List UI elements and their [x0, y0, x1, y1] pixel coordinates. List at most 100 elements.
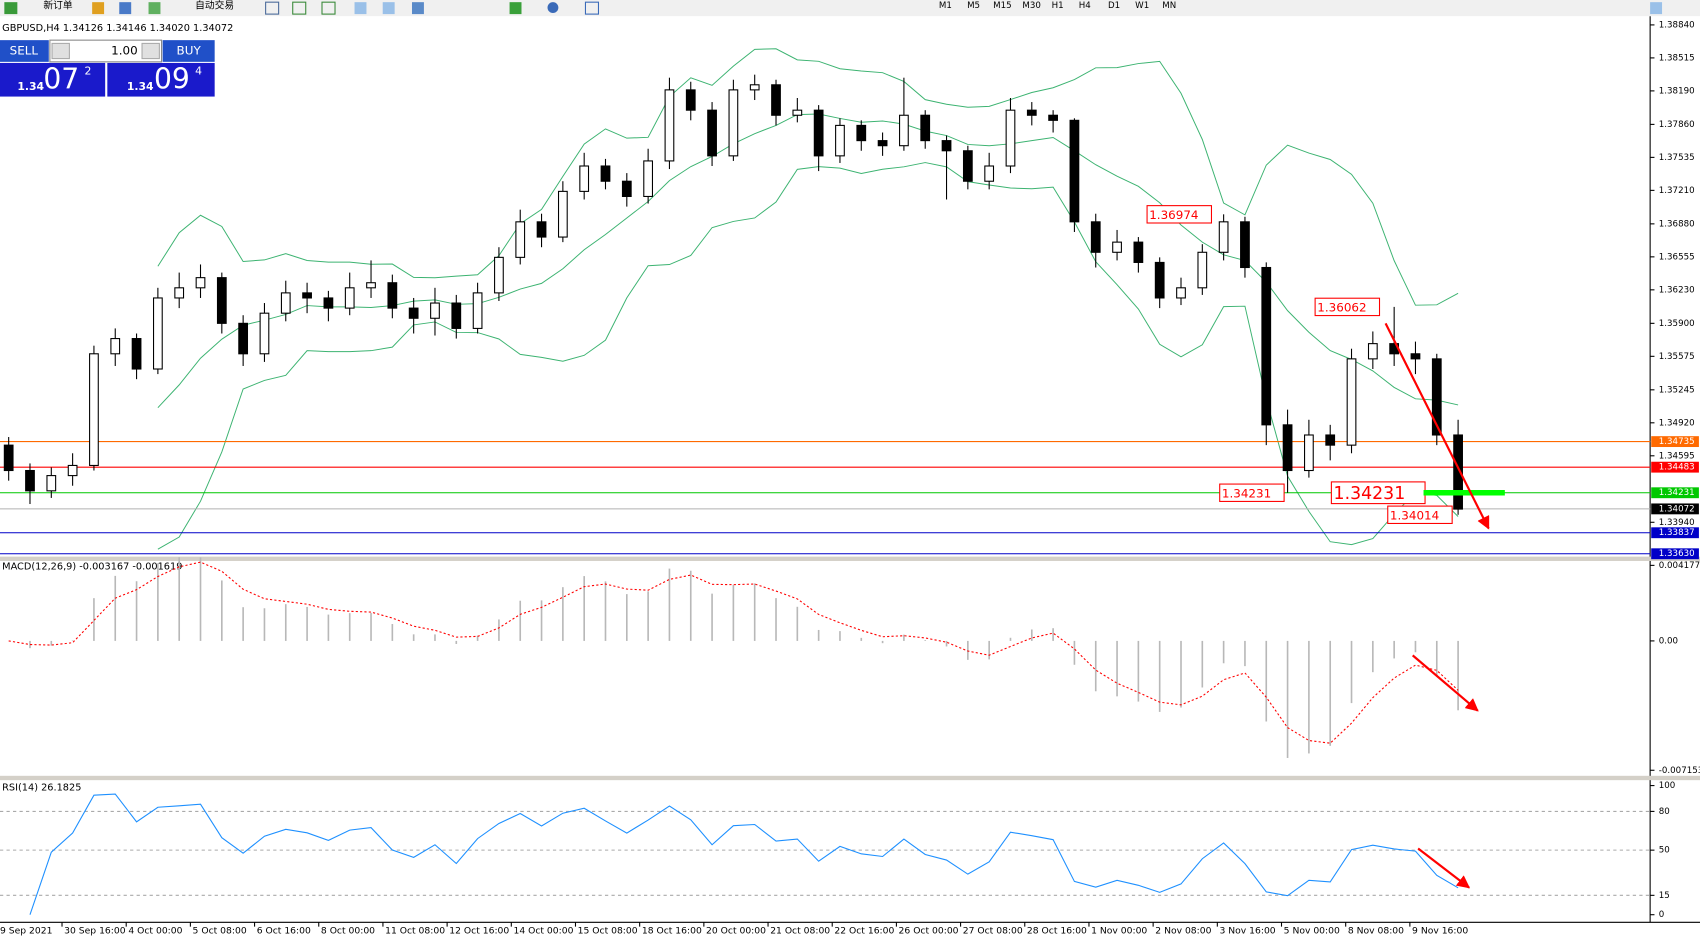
x-tick-label: 28 Oct 16:00	[1027, 925, 1087, 936]
sell-label[interactable]: SELL	[10, 43, 39, 57]
price-level-label: 1.34231	[1659, 488, 1695, 498]
candle-body	[1261, 266, 1272, 426]
auto-trading[interactable]: 自动交易	[195, 0, 234, 11]
x-tick-label: 26 Oct 00:00	[899, 925, 959, 936]
candle-body	[835, 124, 845, 157]
rsi-title: RSI(14) 26.1825	[2, 783, 81, 794]
x-tick-label: 8 Oct 00:00	[321, 925, 375, 936]
candle-body	[1453, 434, 1463, 510]
y-tick-label: 1.33940	[1659, 518, 1695, 528]
y-tick-label: 50	[1659, 846, 1670, 856]
buy-button[interactable]	[162, 40, 215, 62]
toolbar-icon[interactable]	[119, 2, 132, 15]
price-level-label: 1.33837	[1659, 528, 1695, 538]
y-tick-label: 1.37535	[1659, 153, 1695, 163]
toolbar-icon[interactable]	[4, 2, 18, 15]
bid-box[interactable]	[0, 62, 106, 97]
timeframe-button[interactable]: M15	[993, 1, 1011, 11]
x-tick-label: 21 Oct 08:00	[770, 925, 830, 936]
timeframe-button[interactable]: M30	[1022, 1, 1040, 11]
ask-pips[interactable]: 09	[154, 62, 190, 95]
y-tick-label: 0.00	[1659, 636, 1678, 646]
toolbar-icon[interactable]	[547, 2, 559, 14]
y-tick-label: 0.004177	[1659, 561, 1700, 571]
price-level-label: 1.33630	[1659, 549, 1695, 559]
timeframe-button[interactable]: W1	[1135, 1, 1149, 11]
toolbar-icon[interactable]	[411, 2, 424, 15]
candle-body	[1069, 119, 1080, 223]
x-tick-label: 20 Oct 00:00	[706, 925, 766, 936]
candle-body	[89, 353, 99, 466]
candle-body	[259, 312, 270, 355]
candle-body	[1026, 109, 1037, 116]
candle-body	[174, 287, 185, 299]
new-order[interactable]: 新订单	[43, 0, 72, 11]
bid-big[interactable]: 1.34	[17, 80, 44, 93]
x-tick-label: 8 Nov 08:00	[1348, 925, 1404, 936]
candle-body	[1090, 221, 1101, 253]
toolbar-icon[interactable]	[584, 1, 600, 15]
timeframe-button[interactable]: MN	[1162, 1, 1176, 11]
x-tick-label: 6 Oct 16:00	[257, 925, 311, 936]
timeframe-button[interactable]: M5	[967, 1, 980, 11]
x-tick-label: 9 Sep 2021	[0, 925, 52, 936]
candle-body	[579, 165, 590, 192]
candle-body	[515, 221, 526, 258]
toolbar-icon[interactable]	[265, 1, 280, 15]
sell-button[interactable]	[0, 40, 49, 62]
candle-body	[1197, 251, 1208, 289]
timeframe-button[interactable]: M1	[939, 1, 952, 11]
macd-signal	[8, 561, 1459, 744]
bollinger-band	[157, 162, 1459, 550]
buy-label[interactable]: BUY	[177, 43, 202, 57]
annotation-box	[1387, 505, 1453, 524]
bid-pips[interactable]: 07	[43, 62, 79, 95]
timeframe-button[interactable]: D1	[1108, 1, 1120, 11]
bid-point[interactable]: 2	[85, 65, 92, 78]
ask-box[interactable]	[107, 62, 215, 97]
price-level-label: 1.34483	[1659, 463, 1695, 473]
toolbar-icon[interactable]	[321, 1, 336, 15]
candle-body	[984, 165, 995, 182]
lots-input[interactable]	[49, 39, 163, 63]
panel-divider	[0, 775, 1700, 781]
x-tick-label: 11 Oct 08:00	[385, 925, 445, 936]
lots-up[interactable]	[141, 42, 160, 60]
y-tick-label: 1.37210	[1659, 186, 1695, 196]
candle-body	[1282, 424, 1293, 472]
x-tick-label: 15 Oct 08:00	[578, 925, 638, 936]
toolbar-icon[interactable]	[148, 2, 161, 15]
y-tick-label: 1.34920	[1659, 418, 1695, 428]
candle-body	[451, 302, 462, 329]
search-icon[interactable]	[1650, 2, 1663, 15]
price-level-tag	[1651, 436, 1699, 448]
candle-body	[1005, 109, 1016, 167]
rsi-arrow	[1417, 847, 1471, 889]
toolbar-icon[interactable]	[292, 1, 307, 15]
ask-big[interactable]: 1.34	[127, 80, 154, 93]
candle-body	[813, 109, 824, 157]
candle-body	[1240, 221, 1250, 269]
timeframe-button[interactable]: H1	[1052, 1, 1064, 11]
candle-body	[152, 297, 163, 370]
x-tick-label: 27 Oct 08:00	[963, 925, 1023, 936]
candle-body	[962, 150, 973, 182]
price-level-tag	[1651, 527, 1699, 539]
candle-body	[643, 160, 654, 197]
y-tick-label: 0	[1659, 910, 1665, 920]
y-tick-label: 1.36880	[1659, 219, 1695, 229]
price-level-tag	[1651, 503, 1699, 515]
x-tick-label: 5 Nov 00:00	[1284, 925, 1340, 936]
toolbar-icon[interactable]	[382, 2, 395, 15]
toolbar-icon[interactable]	[509, 2, 522, 15]
y-tick-label: 80	[1659, 807, 1670, 817]
lots-value[interactable]: 1.00	[111, 43, 138, 57]
x-tick-label: 2 Nov 08:00	[1155, 925, 1211, 936]
toolbar-icon[interactable]	[354, 2, 367, 15]
y-tick-label: 1.37860	[1659, 120, 1695, 130]
timeframe-button[interactable]: H4	[1079, 1, 1092, 11]
lots-down[interactable]	[51, 42, 70, 60]
ask-point[interactable]: 4	[195, 65, 202, 78]
toolbar-icon[interactable]	[92, 2, 105, 15]
